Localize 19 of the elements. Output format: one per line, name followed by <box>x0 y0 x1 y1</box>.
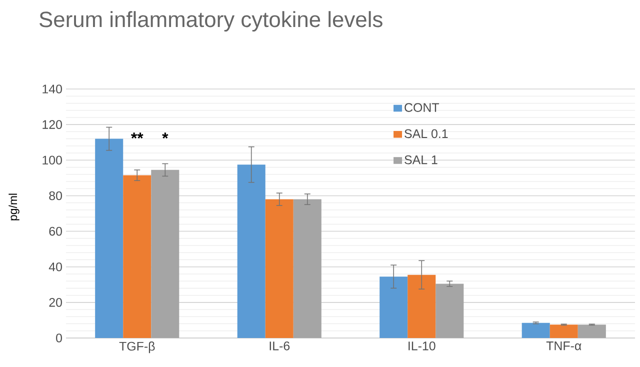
y-tick-label: 80 <box>49 191 62 200</box>
y-tick-label: 100 <box>42 156 62 165</box>
x-tick-label: IL-10 <box>408 342 436 350</box>
y-tick-label: 40 <box>48 262 62 272</box>
chart-title: Serum inflammatory cytokine levels <box>40 11 382 32</box>
x-tick-label: IL-6 <box>270 342 290 350</box>
annotation: ** <box>130 132 144 139</box>
y-tick-label: 20 <box>49 298 62 307</box>
y-tick-label: 0 <box>56 334 62 342</box>
x-tick-label: TGF-β <box>119 342 155 354</box>
annotation: * <box>162 132 168 139</box>
legend-label: SAL 1 <box>404 155 438 164</box>
y-tick-label: 60 <box>49 226 62 236</box>
y-axis-title: pg/ml <box>8 194 20 220</box>
legend-label: SAL 0.1 <box>404 129 448 138</box>
x-tick-label: TNF-α <box>546 342 582 350</box>
y-tick-label: 120 <box>42 120 62 129</box>
y-tick-label: 140 <box>42 84 62 94</box>
legend-label: CONT <box>404 103 440 112</box>
